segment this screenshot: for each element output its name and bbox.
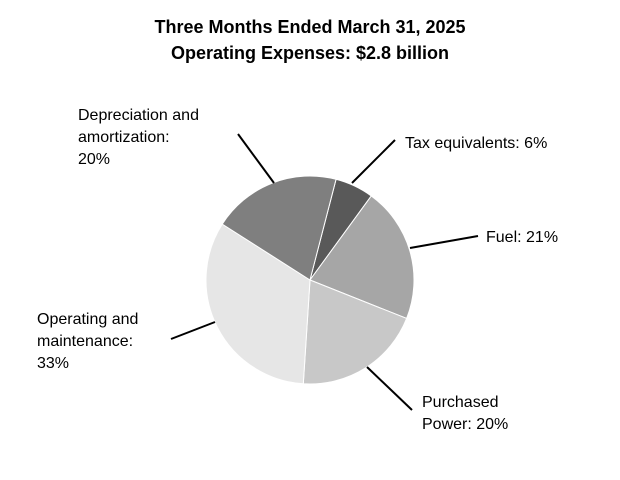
- pie-slice: [205, 223, 311, 385]
- leader-line: [409, 235, 479, 249]
- slice-label: Fuel: 21%: [486, 229, 558, 246]
- slice-label: Depreciation and: [78, 107, 199, 124]
- chart-subtitle: Operating Expenses: $2.8 billion: [171, 43, 449, 63]
- slice-label: Tax equivalents: 6%: [405, 135, 547, 152]
- leader-line: [351, 139, 396, 184]
- chart-title: Three Months Ended March 31, 2025: [154, 17, 465, 37]
- leader-line: [366, 366, 413, 411]
- pie-slice: [302, 279, 408, 385]
- leader-line: [170, 321, 216, 340]
- slice-label: Purchased: [422, 394, 499, 411]
- slice-label: maintenance:: [37, 333, 133, 350]
- leader-line: [237, 133, 275, 184]
- pie-slice: [309, 195, 415, 320]
- slice-label: 33%: [37, 355, 69, 372]
- pie-slice: [221, 175, 337, 281]
- slice-label: Power: 20%: [422, 416, 508, 433]
- slice-label: Operating and: [37, 311, 138, 328]
- slice-label: 20%: [78, 151, 110, 168]
- slice-label: amortization:: [78, 129, 170, 146]
